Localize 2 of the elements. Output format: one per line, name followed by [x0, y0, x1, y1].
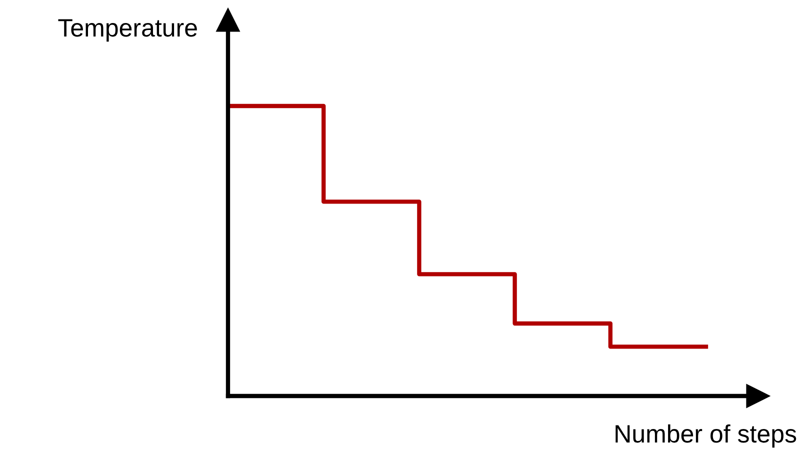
x-axis-title: Number of steps — [616, 424, 796, 448]
y-axis-title: Temperature — [58, 19, 197, 42]
